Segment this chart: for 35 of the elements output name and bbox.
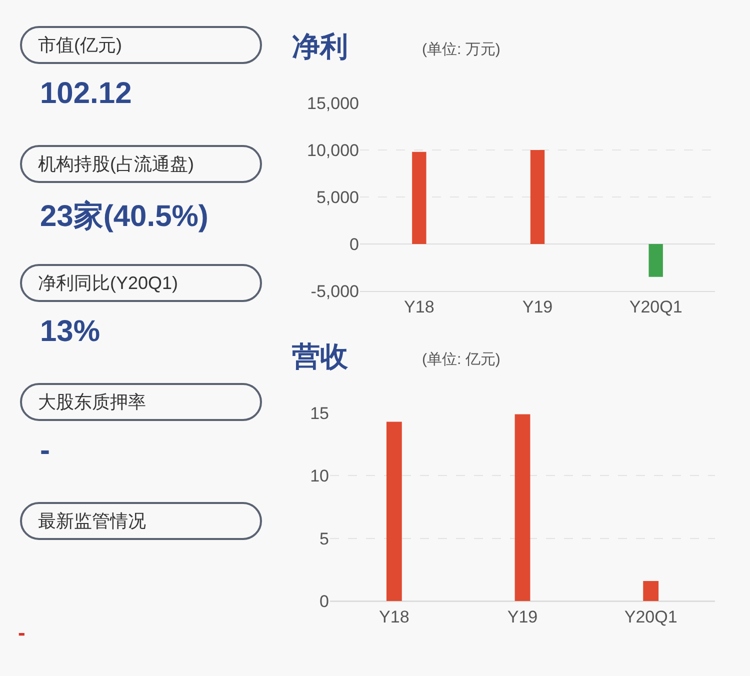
x-tick-label: Y18 — [379, 607, 410, 626]
chart-title: 营收 — [292, 340, 348, 374]
bar — [530, 150, 545, 244]
y-tick-label: 0 — [320, 592, 329, 611]
x-tick-label: Y18 — [404, 297, 434, 316]
text: 大股东质押率 — [20, 383, 262, 421]
y-tick-label: 15,000 — [307, 94, 359, 113]
text: 最新监管情况 — [20, 502, 262, 540]
x-tick-label: Y20Q1 — [624, 607, 678, 626]
text: - — [18, 620, 26, 646]
text: 市值(亿元) — [20, 26, 262, 64]
chart-subtitle: (单位: 亿元) — [422, 350, 500, 369]
bar — [514, 414, 530, 601]
y-tick-label: 10,000 — [307, 140, 359, 160]
y-tick-label: 10 — [310, 466, 329, 486]
bar — [648, 244, 663, 277]
text: 102.12 — [40, 77, 132, 111]
y-tick-label: 15 — [310, 404, 329, 423]
y-tick-label: -5,000 — [310, 282, 359, 301]
bar — [643, 580, 659, 601]
text: 机构持股(占流通盘) — [20, 145, 262, 183]
y-tick-label: 5 — [320, 529, 329, 548]
x-tick-label: Y19 — [507, 607, 538, 626]
text: - — [40, 434, 50, 468]
chart-subtitle: (单位: 万元) — [422, 40, 500, 59]
bar — [412, 152, 426, 244]
y-tick-label: 5,000 — [316, 188, 359, 207]
x-tick-label: Y19 — [522, 297, 553, 316]
text: 23家(40.5%) — [40, 198, 208, 235]
chart-title: 净利 — [292, 30, 348, 64]
x-tick-label: Y20Q1 — [629, 297, 682, 316]
bar — [386, 422, 402, 601]
text: 13% — [40, 315, 100, 349]
y-tick-label: 0 — [350, 234, 359, 254]
text: 净利同比(Y20Q1) — [20, 264, 262, 302]
